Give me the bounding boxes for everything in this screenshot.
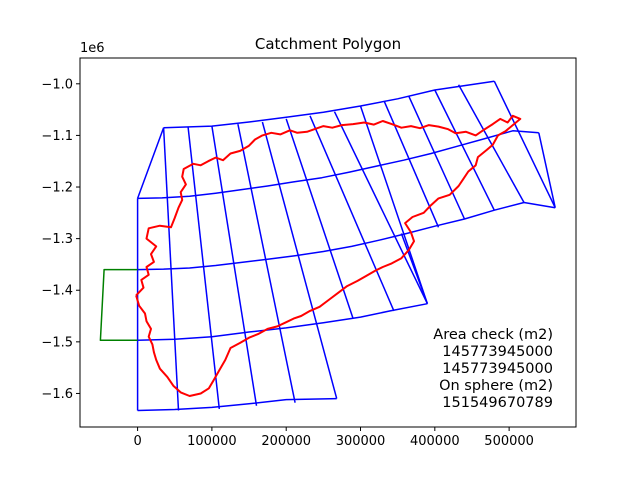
series-0-line-14 <box>359 105 429 304</box>
y-tick-label: −1.3 <box>41 232 73 247</box>
series-0-line-21 <box>538 132 556 208</box>
series-0-line-17 <box>434 89 495 211</box>
series-layer <box>99 80 556 412</box>
series-0-line-9 <box>237 123 296 403</box>
annotation-line: 151549670789 <box>442 395 553 411</box>
plot-area <box>79 57 577 428</box>
x-tick-label: 0 <box>133 434 141 449</box>
y-axis: −1.0 −1.1 −1.2 −1.3 −1.4 −1.5 −1.6 <box>41 77 80 402</box>
x-tick-label: 400000 <box>410 434 460 449</box>
x-tick-label: 500000 <box>484 434 534 449</box>
annotation-line: 145773945000 <box>442 361 553 377</box>
plot-frame <box>79 57 577 428</box>
y-tick-label: −1.0 <box>41 77 73 92</box>
x-tick-label: 100000 <box>187 434 237 449</box>
series-0-line-18 <box>457 84 525 203</box>
y-tick-label: −1.2 <box>41 181 73 196</box>
series-0-line-1 <box>137 201 556 271</box>
chart-title: Catchment Polygon <box>255 35 401 53</box>
series-0-line-19 <box>493 80 556 209</box>
y-tick-label: −1.6 <box>41 387 73 402</box>
series-0-line-7 <box>187 127 221 409</box>
series-0-line-10 <box>261 121 338 399</box>
annotation-line: 145773945000 <box>442 344 553 360</box>
series-0-line-15 <box>383 101 440 228</box>
series-0-line-11 <box>285 118 354 319</box>
y-tick-label: −1.4 <box>41 284 73 299</box>
series-0-line-3 <box>137 397 337 412</box>
series-0-line-20 <box>400 233 429 304</box>
series-0-line-6 <box>162 127 180 411</box>
y-axis-offset-label: 1e6 <box>80 41 105 56</box>
area-annotation: Area check (m2)145773945000145773945000O… <box>433 327 553 411</box>
series-2-line-0 <box>135 114 522 397</box>
annotation-line: On sphere (m2) <box>439 378 553 394</box>
series-0-line-22 <box>136 127 165 199</box>
series-1-line-0 <box>99 268 138 342</box>
x-tick-label: 300000 <box>336 434 386 449</box>
y-tick-label: −1.1 <box>41 129 73 144</box>
series-0-line-4 <box>163 80 495 129</box>
x-tick-label: 200000 <box>261 434 311 449</box>
annotation-line: Area check (m2) <box>433 327 553 343</box>
series-0-line-13 <box>333 111 429 305</box>
series-0-line-12 <box>309 115 395 312</box>
series-0-line-16 <box>408 95 466 220</box>
x-axis: 0 100000 200000 300000 400000 500000 <box>133 427 534 449</box>
series-0-line-8 <box>211 125 258 406</box>
series-0-line-2 <box>137 302 428 342</box>
y-tick-label: −1.5 <box>41 335 73 350</box>
